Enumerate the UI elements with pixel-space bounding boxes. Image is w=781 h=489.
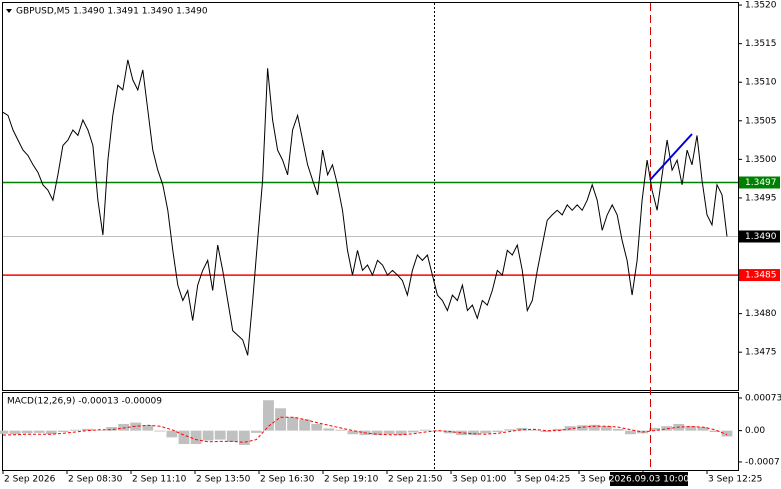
price-line	[2, 59, 728, 356]
y-tick-label: 0.00	[745, 426, 765, 436]
x-tick-label: 2 Sep 21:50	[388, 475, 443, 485]
macd-bar	[238, 430, 250, 445]
y-tick-label: 1.3520	[745, 1, 777, 11]
y-tick-label: 1.3500	[745, 155, 777, 165]
x-tick-label: 3 Sep 04:25	[516, 475, 570, 485]
macd-bar	[214, 430, 226, 440]
x-tick-label: 3 Sep 0	[580, 475, 614, 485]
macd-bar	[625, 430, 636, 435]
level-box	[739, 230, 780, 243]
macd-bar	[685, 426, 697, 431]
macd-bar	[407, 430, 419, 433]
macd-bar	[540, 430, 552, 432]
macd-bar	[21, 430, 33, 434]
y-tick-label: 1.3515	[745, 39, 777, 49]
macd-bar	[287, 417, 299, 431]
signal-line	[2, 416, 728, 443]
level-label: 1.3490	[745, 232, 777, 242]
macd-bar	[33, 430, 45, 433]
macd-bar	[106, 427, 118, 431]
macd-bar	[528, 429, 540, 431]
macd-bar	[431, 430, 443, 432]
y-tick-label: 1.3480	[745, 309, 777, 319]
macd-bar	[492, 430, 504, 432]
macd-bar	[69, 429, 81, 431]
y-tick-label: 0.00073	[745, 393, 781, 403]
x-tick-label: 3 Sep 01:00	[452, 475, 507, 485]
macd-bar	[178, 430, 190, 445]
y-tick-label: -0.0007	[745, 457, 780, 467]
x-tick-label: 2 Sep 19:10	[324, 475, 379, 485]
macd-bar	[263, 400, 274, 431]
macd-bar	[130, 422, 142, 431]
x-tick-label: 2 Sep 16:30	[260, 475, 315, 485]
price-panel	[2, 2, 739, 391]
macd-bar	[57, 430, 69, 432]
macd-bar	[190, 430, 202, 445]
macd-bar	[576, 425, 588, 431]
level-label: 1.3497	[745, 178, 777, 188]
x-tick-label: 2 Sep 11:10	[132, 475, 187, 485]
macd-bar	[552, 428, 564, 431]
x-tick-label: 2 Sep 2026	[4, 475, 56, 485]
macd-bar	[468, 430, 480, 436]
y-tick-label: 1.3475	[745, 348, 777, 358]
macd-bar	[721, 430, 733, 437]
macd-bar	[118, 423, 130, 431]
macd-bar	[456, 430, 467, 436]
macd-bar	[588, 424, 600, 431]
macd-bar	[154, 430, 166, 432]
macd-bar	[347, 430, 359, 435]
macd-bar	[697, 427, 709, 431]
dropdown-icon	[6, 9, 12, 13]
macd-bar	[45, 430, 57, 435]
macd-title: MACD(12,26,9) -0.00013 -0.00009	[7, 397, 162, 407]
macd-bar	[275, 408, 286, 431]
chart-title: GBPUSD,M5 1.3490 1.3491 1.3490 1.3490	[16, 7, 208, 17]
macd-bar	[82, 428, 93, 431]
macd-bar	[709, 430, 721, 432]
y-tick-label: 1.3505	[745, 116, 777, 126]
macd-bar	[299, 419, 311, 431]
macd-bar	[516, 427, 528, 431]
macd-bar	[250, 430, 262, 433]
macd-bar	[142, 425, 154, 431]
macd-bar	[480, 430, 492, 434]
y-tick-label: 1.3495	[745, 193, 777, 203]
level-box	[739, 176, 780, 189]
macd-bar	[661, 426, 673, 431]
y-tick-label: 1.3510	[745, 78, 777, 88]
macd-bar	[383, 430, 395, 435]
macd-bar	[419, 429, 431, 431]
cursor-label: 2026.09.03 10:00	[609, 475, 690, 485]
macd-bar	[649, 427, 661, 431]
macd-bar	[323, 428, 335, 431]
macd-bar	[202, 430, 214, 441]
cursor-box	[610, 472, 688, 486]
trend-line	[649, 133, 693, 181]
x-tick-label: 2 Sep 13:50	[196, 475, 251, 485]
level-label: 1.3485	[745, 271, 777, 281]
macd-bar	[9, 430, 21, 435]
macd-bar	[226, 430, 238, 442]
macd-bar	[335, 429, 347, 431]
macd-bar	[166, 430, 178, 438]
macd-bar	[395, 430, 407, 436]
macd-bar	[311, 423, 323, 431]
macd-bar	[600, 426, 612, 431]
x-tick-label: 3 Sep 12:25	[708, 475, 762, 485]
macd-bar	[612, 428, 624, 431]
x-tick-label: 2 Sep 08:30	[68, 475, 123, 485]
macd-bar	[504, 429, 516, 431]
level-box	[739, 269, 780, 282]
macd-bar	[371, 430, 383, 436]
macd-bar	[0, 430, 9, 434]
